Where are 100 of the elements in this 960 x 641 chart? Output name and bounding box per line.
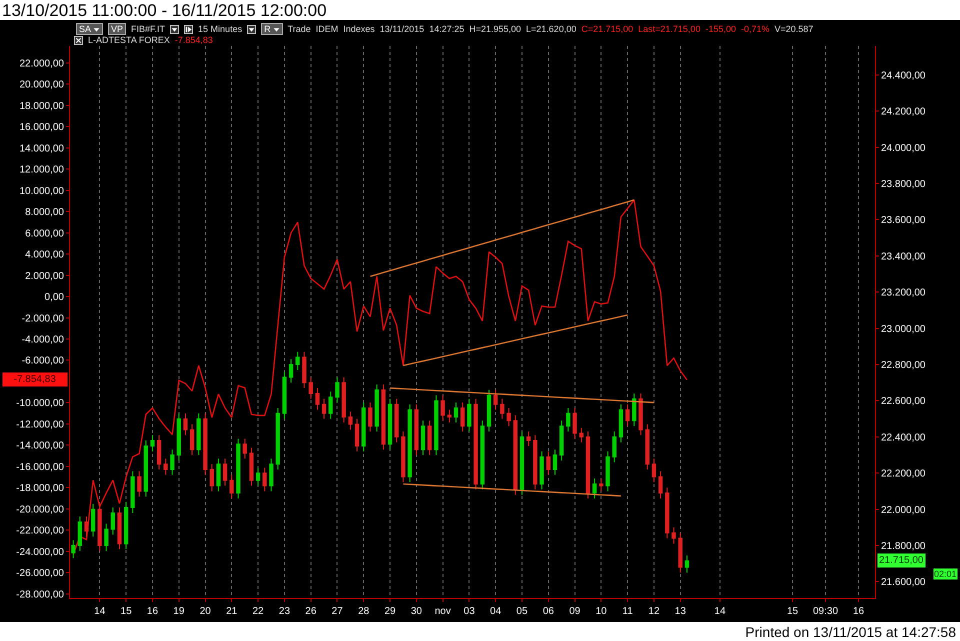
text: C=21.715,00	[581, 24, 634, 34]
candlestick	[110, 507, 116, 536]
candlestick	[104, 523, 108, 552]
x-tick-label: 12	[648, 606, 660, 617]
toggle-button: VP	[108, 23, 126, 35]
x-tick-label: 04	[490, 606, 502, 617]
text: 13/11/2015	[380, 24, 424, 34]
y-tick-label: -24.000,00	[16, 546, 64, 558]
y-tick-label: 14.000,00	[20, 143, 64, 154]
candlestick	[328, 391, 333, 420]
candlestick	[513, 414, 518, 496]
candlestick	[84, 516, 89, 537]
candlestick	[592, 478, 597, 499]
x-tick-label: 21	[226, 606, 238, 617]
candlestick	[381, 384, 386, 450]
x-tick-label: 14	[94, 606, 106, 617]
x-tick-label: 09	[569, 606, 581, 617]
candlestick	[388, 398, 392, 450]
y-tick-label: -14.000,00	[16, 440, 64, 452]
text: Trade	[288, 24, 311, 34]
candlestick	[196, 412, 201, 456]
candlestick	[658, 470, 663, 499]
y-tick-label: -2.000,00	[22, 313, 64, 324]
text: -7.854,83	[174, 35, 213, 45]
y2-tick-label: 22.600,00	[881, 396, 926, 408]
candlestick	[506, 407, 511, 427]
candlestick	[117, 507, 122, 550]
candlestick	[427, 420, 432, 456]
y2-tick-label: 24.200,00	[881, 106, 926, 118]
x-tick-label: 15	[120, 606, 132, 617]
candlestick	[242, 438, 247, 460]
candlestick	[348, 411, 353, 430]
y2-tick-label: 23.000,00	[881, 324, 926, 335]
text: -155,00	[705, 24, 736, 34]
x-tick-label: 11	[622, 606, 634, 617]
candlestick	[480, 420, 485, 490]
x-tick-label: 10	[596, 606, 608, 617]
line-series	[72, 199, 688, 556]
y-tick-label: -26.000,00	[16, 568, 64, 580]
candlestick	[434, 394, 438, 456]
candlestick	[156, 434, 162, 470]
x-tick-label: 13	[674, 606, 686, 617]
x-tick-label: 27	[332, 606, 344, 617]
candlestick	[533, 434, 538, 490]
y2-tick-label: 22.000,00	[881, 504, 926, 516]
candlestick	[684, 554, 690, 574]
y2-tick-label: 21.600,00	[881, 577, 926, 588]
candlestick	[566, 407, 570, 432]
y-tick-label: -12.000,00	[16, 419, 64, 430]
candlestick	[559, 420, 564, 461]
candlestick	[137, 470, 142, 498]
candlestick	[599, 478, 604, 492]
candlestick	[315, 388, 320, 410]
candlestick	[678, 532, 682, 574]
candlestick	[124, 502, 128, 550]
candlestick	[222, 458, 228, 486]
x-tick-label: 29	[384, 606, 396, 617]
x-tick-label: 06	[542, 606, 554, 617]
chart-title: 13/10/2015 11:00:00 - 16/11/2015 12:00:00	[2, 1, 327, 21]
y-tick-label: -28.000,00	[16, 589, 64, 600]
y-tick-label: 12.000,00	[20, 164, 64, 176]
text: IDEM	[316, 24, 338, 34]
text: Printed on 13/11/2015 at 14:27:58	[745, 624, 956, 640]
text: 02:01	[934, 569, 957, 579]
candlestick	[572, 407, 577, 440]
candlestick	[78, 516, 82, 552]
text: V=20.587	[774, 24, 814, 34]
text: Last=21.715,00	[638, 24, 700, 34]
candlestick	[90, 503, 96, 537]
candlestick	[190, 424, 194, 456]
x-tick-label: nov	[434, 606, 451, 617]
candlestick	[144, 440, 148, 498]
x-tick-label: 05	[516, 606, 528, 617]
candlestick	[420, 420, 426, 456]
candlestick	[203, 412, 208, 476]
y2-tick-label: 23.400,00	[881, 251, 926, 262]
candlestick	[606, 450, 610, 492]
candlestick	[164, 458, 168, 476]
x-tick-label: 09:30	[812, 606, 838, 617]
y2-tick-label: 23.800,00	[881, 179, 926, 190]
candlestick	[374, 384, 379, 432]
candlestick	[414, 404, 419, 456]
candlestick	[526, 431, 531, 446]
candlestick	[183, 412, 188, 436]
candlestick	[440, 394, 445, 422]
candlestick	[71, 540, 76, 559]
y-tick-label: -22.000,00	[16, 526, 64, 537]
x-tick-label: 26	[305, 606, 317, 617]
y-tick-label: 8.000,00	[25, 207, 64, 218]
candlestick	[618, 404, 624, 443]
x-tick-label: 23	[278, 606, 290, 617]
y2-tick-label: 24.400,00	[881, 70, 926, 82]
x-tick-label: 14	[714, 606, 726, 617]
y-tick-label: 4.000,00	[25, 250, 64, 261]
candlestick	[625, 404, 630, 427]
candlestick	[230, 474, 234, 499]
candlestick	[486, 389, 492, 432]
y-tick-label: -4.000,00	[22, 334, 64, 346]
candlestick	[552, 449, 558, 476]
candlestick	[460, 402, 465, 432]
